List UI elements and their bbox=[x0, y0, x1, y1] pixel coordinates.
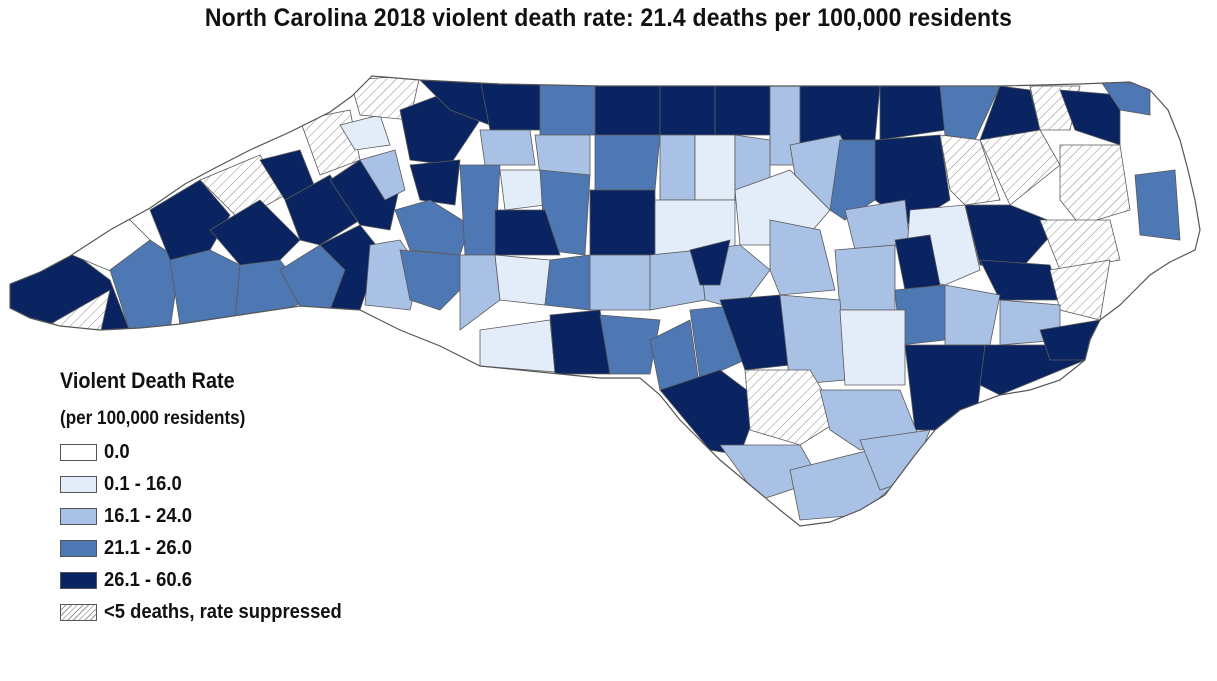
county-region bbox=[499, 169, 546, 211]
legend-label: 21.1 - 26.0 bbox=[104, 536, 192, 559]
county-region bbox=[209, 199, 301, 271]
county-region bbox=[589, 189, 656, 256]
legend-swatch bbox=[60, 443, 97, 461]
county-region bbox=[409, 159, 461, 206]
legend-swatch bbox=[60, 539, 97, 557]
legend-label: <5 deaths, rate suppressed bbox=[104, 600, 342, 623]
legend-label: 26.1 - 60.6 bbox=[104, 568, 192, 591]
county-region bbox=[714, 84, 771, 136]
county-region bbox=[744, 369, 841, 446]
county-region bbox=[894, 234, 941, 291]
county-region bbox=[694, 134, 736, 201]
county-region bbox=[169, 249, 241, 326]
legend-item-mid: 16.1 - 24.0 bbox=[60, 500, 362, 532]
county-region bbox=[359, 149, 406, 201]
county-region bbox=[594, 134, 661, 191]
county-region bbox=[1059, 144, 1131, 226]
county-region bbox=[944, 284, 1001, 346]
map-legend: Violent Death Rate (per 100,000 resident… bbox=[60, 368, 362, 628]
legend-label: 0.0 bbox=[104, 440, 130, 463]
county-region bbox=[479, 77, 541, 131]
county-region bbox=[879, 84, 946, 141]
county-region bbox=[1039, 219, 1121, 271]
legend-title: Violent Death Rate bbox=[60, 368, 235, 393]
county-region bbox=[589, 254, 651, 311]
county-region bbox=[534, 134, 591, 176]
county-region bbox=[494, 254, 551, 306]
county-region bbox=[964, 204, 1061, 271]
county-region bbox=[544, 254, 591, 311]
legend-item-zero: 0.0 bbox=[60, 436, 362, 468]
county-region bbox=[459, 254, 501, 331]
county-region bbox=[394, 199, 471, 256]
county-region bbox=[399, 249, 461, 311]
legend-label: 0.1 - 16.0 bbox=[104, 472, 182, 495]
legend-item-suppressed: <5 deaths, rate suppressed bbox=[60, 596, 362, 628]
legend-swatch bbox=[60, 571, 97, 589]
county-region bbox=[659, 134, 696, 201]
legend-swatch bbox=[60, 507, 97, 525]
county-region bbox=[459, 164, 501, 256]
county-region bbox=[839, 309, 906, 386]
legend-item-top: 26.1 - 60.6 bbox=[60, 564, 362, 596]
county-region bbox=[1134, 169, 1181, 241]
county-region bbox=[904, 344, 986, 431]
county-region bbox=[734, 169, 831, 246]
county-region bbox=[479, 319, 556, 373]
county-region bbox=[939, 134, 1001, 206]
county-region bbox=[494, 209, 561, 256]
county-region bbox=[339, 114, 391, 151]
county-region bbox=[689, 239, 731, 286]
map-title: North Carolina 2018 violent death rate: … bbox=[204, 4, 1013, 32]
county-region bbox=[834, 244, 896, 311]
county-region bbox=[769, 219, 836, 296]
county-region bbox=[479, 129, 536, 166]
legend-swatch bbox=[60, 475, 97, 493]
legend-item-high: 21.1 - 26.0 bbox=[60, 532, 362, 564]
legend-swatch-hatch bbox=[60, 603, 97, 621]
legend-subtitle: (per 100,000 residents) bbox=[60, 408, 246, 429]
county-region bbox=[599, 314, 661, 375]
legend-item-low: 0.1 - 16.0 bbox=[60, 468, 362, 500]
legend-items: 0.0 0.1 - 16.0 16.1 - 24.0 21.1 - 26.0 2… bbox=[60, 436, 362, 628]
county-region bbox=[659, 84, 716, 136]
county-region bbox=[539, 81, 596, 136]
county-region bbox=[594, 83, 661, 136]
legend-label: 16.1 - 24.0 bbox=[104, 504, 192, 527]
